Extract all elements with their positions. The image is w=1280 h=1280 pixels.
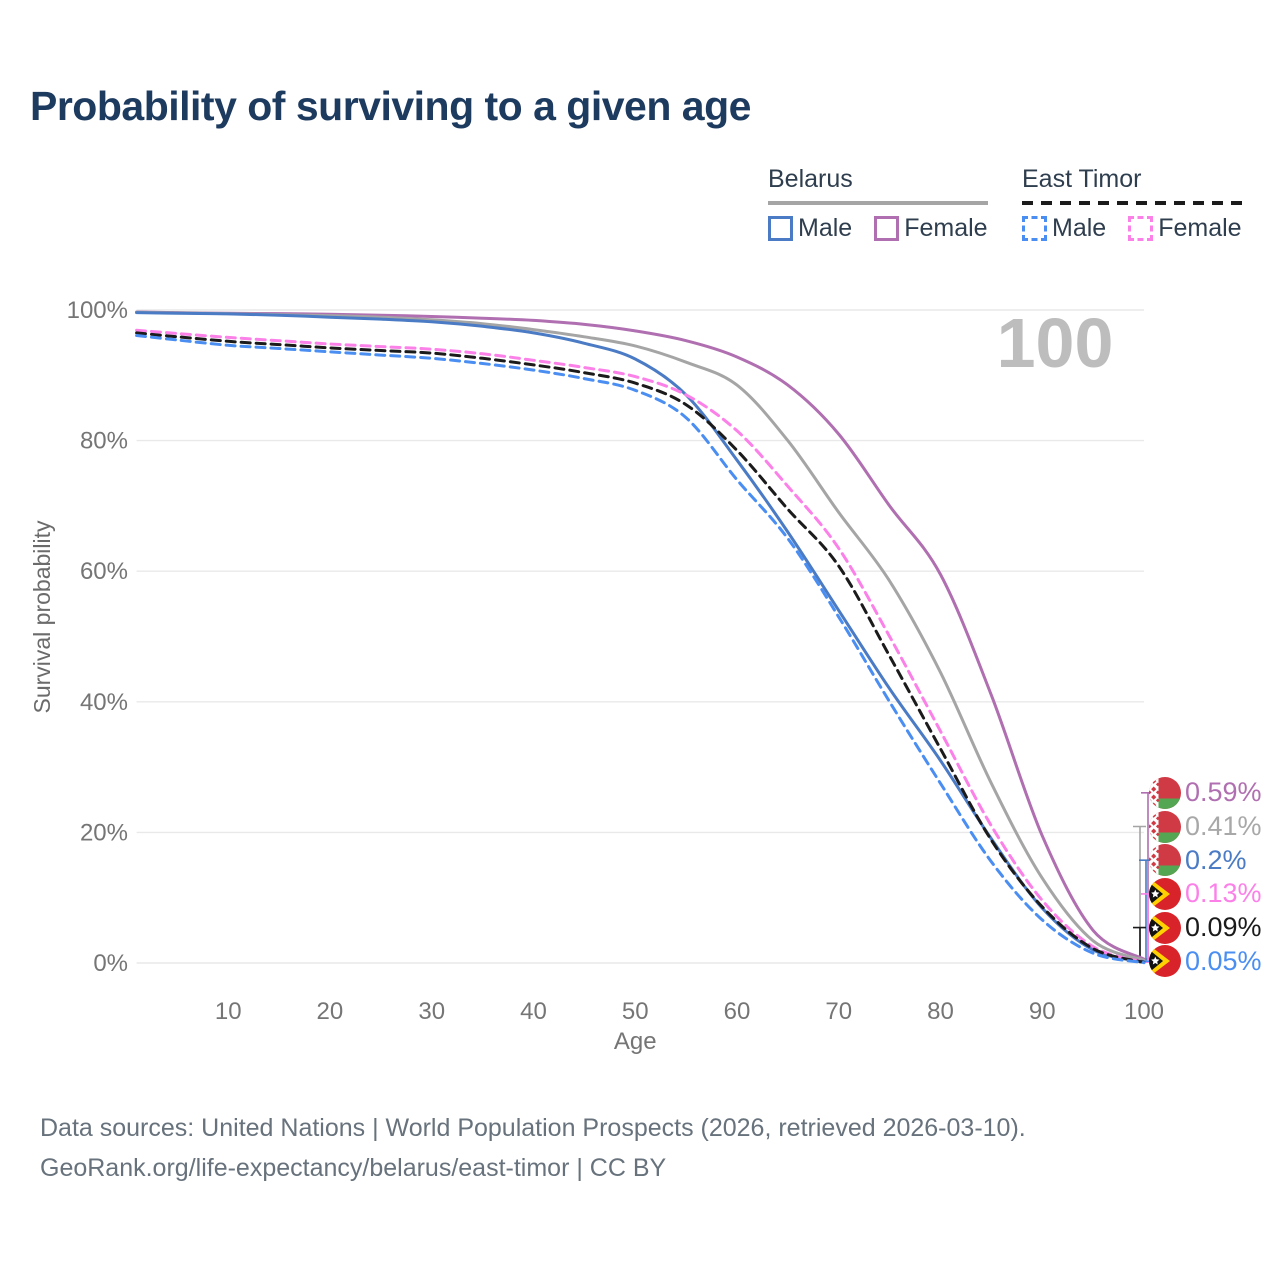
end-label-belarus-female: 0.59% (1149, 776, 1262, 810)
series-line-belarus-male[interactable] (135, 311, 1146, 964)
y-tick-label: 60% (80, 558, 128, 585)
legend-label-belarus-male: Male (798, 214, 853, 242)
end-value-belarus-male: 0.2% (1185, 844, 1247, 875)
legend-item-east-timor-male[interactable]: Male (1022, 214, 1106, 243)
legend-item-east-timor-female[interactable]: Female (1128, 214, 1242, 243)
legend-underline-belarus (768, 201, 988, 205)
end-label-east-timor-male: 0.05% (1149, 944, 1262, 978)
end-label-east-timor-both: 0.09% (1149, 911, 1262, 945)
y-tick-label: 20% (80, 819, 128, 846)
east-timor-flag-icon (1149, 911, 1181, 944)
legend-item-belarus-female[interactable]: Female (874, 214, 988, 243)
series-line-east-timor-both-sexes[interactable] (135, 331, 1146, 964)
belarus-flag-icon (1149, 810, 1181, 843)
legend-group-belarus: Belarus Male Female (768, 165, 988, 243)
east-timor-female-swatch-icon (1128, 216, 1154, 241)
footer: Data sources: United Nations | World Pop… (40, 1108, 1026, 1188)
y-tick-label: 0% (93, 950, 128, 977)
legend-country-belarus: Belarus (768, 165, 853, 193)
x-tick-label: 10 (215, 998, 242, 1025)
x-tick-label: 60 (724, 998, 751, 1025)
east-timor-male-swatch-icon (1022, 216, 1047, 241)
belarus-male-swatch-icon (768, 216, 793, 241)
legend-label-east-timor-male: Male (1052, 214, 1107, 242)
attribution-text: GeoRank.org/life-expectancy/belarus/east… (40, 1154, 667, 1182)
x-tick-label: 30 (418, 998, 445, 1025)
page-title: Probability of surviving to a given age (30, 83, 751, 129)
series-line-east-timor-female[interactable] (135, 328, 1146, 964)
end-label-belarus-male: 0.2% (1149, 843, 1262, 877)
legend-underline-east-timor (1022, 201, 1242, 205)
belarus-flag-icon (1149, 776, 1181, 809)
survival-chart[interactable]: 0% 20% 40% 60% 80% 100% 10 20 30 40 50 60 70 80 90 100 A… (0, 0, 1280, 1080)
legend-country-east-timor: East Timor (1022, 165, 1142, 193)
legend-item-belarus-male[interactable]: Male (768, 214, 852, 243)
hover-age-label: 100 (997, 304, 1114, 382)
belarus-flag-icon (1149, 844, 1181, 877)
east-timor-flag-icon (1149, 877, 1181, 910)
east-timor-flag-icon (1149, 945, 1181, 978)
end-value-east-timor-male: 0.05% (1185, 945, 1262, 976)
belarus-female-swatch-icon (874, 216, 900, 241)
end-value-east-timor-female: 0.13% (1185, 878, 1262, 909)
y-tick-label: 100% (67, 297, 128, 324)
legend-label-east-timor-female: Female (1158, 214, 1242, 242)
end-value-belarus-both: 0.41% (1185, 811, 1262, 842)
data-sources-text: Data sources: United Nations | World Pop… (40, 1114, 1026, 1142)
series-end-labels: 0.59% 0.41% 0.2% 0.13% 0.09% 0.05% (1149, 776, 1262, 978)
x-tick-label: 40 (520, 998, 547, 1025)
end-label-east-timor-female: 0.13% (1149, 877, 1262, 911)
end-value-east-timor-both: 0.09% (1185, 912, 1262, 943)
y-tick-label: 40% (80, 689, 128, 716)
series-line-east-timor-male[interactable] (135, 334, 1146, 965)
end-value-belarus-female: 0.59% (1185, 777, 1262, 808)
x-tick-label: 90 (1029, 998, 1056, 1025)
legend-group-east-timor: East Timor Male Female (1022, 165, 1242, 243)
x-tick-label: 100 (1124, 998, 1164, 1025)
end-label-belarus-both: 0.41% (1149, 810, 1262, 844)
x-tick-label: 50 (622, 998, 649, 1025)
x-axis-title: Age (614, 1028, 657, 1055)
y-tick-label: 80% (80, 428, 128, 455)
legend-label-belarus-female: Female (904, 214, 988, 242)
x-tick-label: 80 (927, 998, 954, 1025)
x-tick-label: 20 (317, 998, 344, 1025)
y-axis-title: Survival probability (29, 520, 55, 714)
x-tick-label: 70 (825, 998, 852, 1025)
